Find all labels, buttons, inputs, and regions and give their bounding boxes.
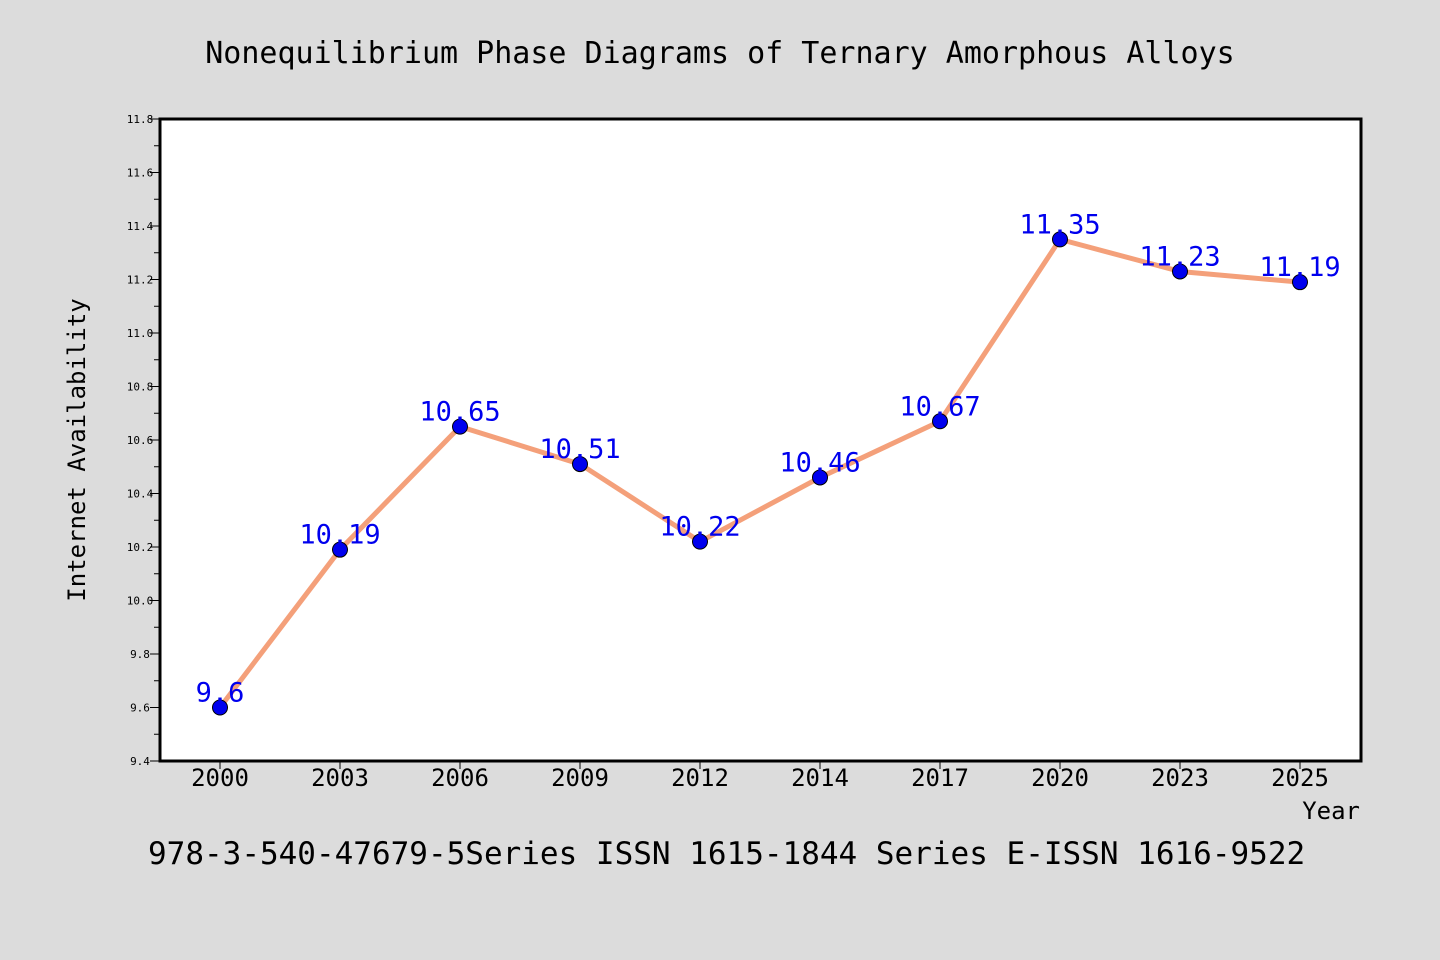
series-line bbox=[217, 236, 1303, 710]
chart-title: Nonequilibrium Phase Diagrams of Ternary… bbox=[205, 36, 1235, 71]
y-tick-label: 11.6 bbox=[127, 167, 154, 180]
data-point bbox=[452, 418, 468, 435]
data-point bbox=[1292, 274, 1308, 291]
x-axis: 2000 2003 2006 2009 2012 2014 2017 2020 2023 2025 bbox=[191, 761, 1329, 792]
data-point bbox=[692, 533, 708, 550]
data-label: 10.19 bbox=[299, 520, 380, 551]
data-point bbox=[572, 456, 588, 473]
plot-frame bbox=[158, 117, 1363, 763]
footer-text: 978-3-540-47679-5Series ISSN 1615-1844 S… bbox=[148, 836, 1305, 872]
data-label: 9.6 bbox=[196, 678, 245, 709]
y-tick-label: 11.0 bbox=[127, 327, 154, 340]
y-axis-label: Internet Availability bbox=[63, 298, 91, 601]
plot-area bbox=[160, 119, 1361, 761]
y-tick-label: 11.2 bbox=[127, 274, 154, 287]
data-point bbox=[932, 413, 948, 430]
y-tick-label: 11.4 bbox=[127, 220, 154, 233]
data-label: 10.65 bbox=[419, 397, 500, 428]
y-tick-label: 10.6 bbox=[127, 434, 154, 447]
data-label: 10.22 bbox=[659, 512, 740, 543]
x-tick-label: 2017 bbox=[911, 764, 969, 792]
x-tick-label: 2020 bbox=[1031, 764, 1089, 792]
y-tick-label: 11.8 bbox=[127, 113, 154, 126]
y-tick-label: 10.4 bbox=[127, 488, 154, 501]
x-axis-label: Year bbox=[1302, 797, 1360, 825]
y-tick-label: 10.0 bbox=[127, 595, 154, 608]
x-tick-label: 2012 bbox=[671, 764, 729, 792]
x-tick-label: 2023 bbox=[1151, 764, 1209, 792]
y-tick-label: 10.2 bbox=[127, 541, 154, 554]
data-point bbox=[332, 541, 348, 558]
data-label: 10.67 bbox=[899, 391, 980, 422]
data-label: 11.35 bbox=[1019, 209, 1100, 240]
x-tick-label: 2003 bbox=[311, 764, 369, 792]
y-tick-label: 10.8 bbox=[127, 381, 154, 394]
data-point bbox=[1052, 231, 1068, 248]
y-tick-label: 9.4 bbox=[130, 755, 150, 768]
data-point bbox=[212, 699, 228, 716]
y-tick-label: 9.6 bbox=[130, 702, 150, 715]
data-label: 11.19 bbox=[1259, 252, 1340, 283]
data-label: 11.23 bbox=[1139, 241, 1220, 272]
data-label: 10.46 bbox=[779, 447, 860, 478]
data-point bbox=[812, 469, 828, 486]
x-tick-label: 2014 bbox=[791, 764, 849, 792]
x-tick-label: 2025 bbox=[1271, 764, 1329, 792]
y-axis: 9.4 9.6 9.8 10.0 10.2 10.4 10.6 10.8 11.0 11.2 11.… bbox=[127, 113, 160, 768]
series-layer: 9.6 10.19 10.65 10.51 10.22 10.46 10.67 11.35 11… bbox=[196, 209, 1341, 716]
x-tick-label: 2000 bbox=[191, 764, 249, 792]
x-tick-label: 2006 bbox=[431, 764, 489, 792]
data-label: 10.51 bbox=[539, 434, 620, 465]
data-point bbox=[1172, 263, 1188, 280]
x-tick-label: 2009 bbox=[551, 764, 609, 792]
y-tick-label: 9.8 bbox=[130, 648, 150, 661]
